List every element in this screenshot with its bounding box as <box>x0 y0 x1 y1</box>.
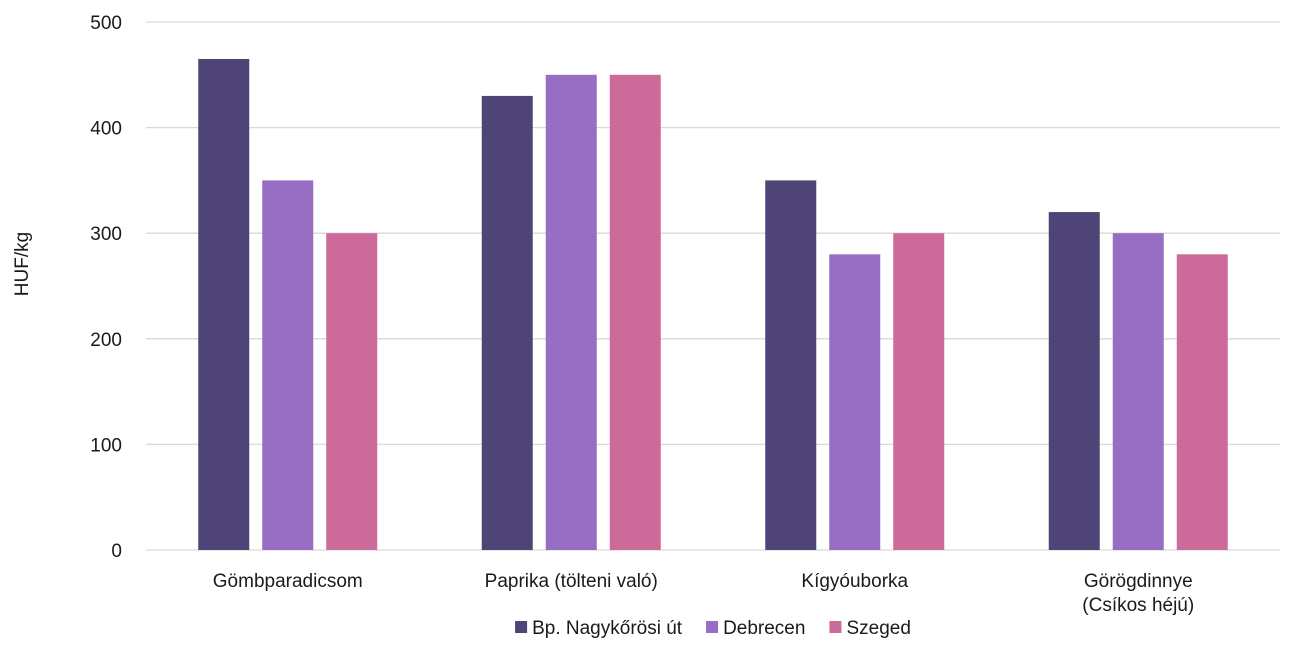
y-tick-label: 0 <box>111 541 122 562</box>
bar-3-1 <box>326 233 378 550</box>
x-category-label: Görögdinnye <box>1084 571 1193 592</box>
y-tick-label: 100 <box>90 435 122 456</box>
bar-3-2 <box>609 74 661 551</box>
legend-label: Debrecen <box>723 618 805 639</box>
legend-swatch <box>706 621 719 633</box>
legend-swatch <box>829 621 842 633</box>
bar-1-3 <box>765 180 817 550</box>
bar-3-4 <box>1176 254 1228 550</box>
y-axis-title: HUF/kg <box>12 232 33 296</box>
bars <box>198 58 1228 551</box>
bar-1-1 <box>198 58 250 551</box>
x-category-label: Kígyóuborka <box>801 571 908 592</box>
y-tick-label: 300 <box>90 224 122 245</box>
bar-1-4 <box>1048 212 1100 550</box>
legend: Bp. Nagykőrösi út Debrecen Szeged <box>515 618 911 639</box>
bar-2-1 <box>262 180 314 550</box>
bar-3-3 <box>893 233 945 550</box>
legend-swatch <box>515 621 528 633</box>
bar-1-2 <box>481 95 533 551</box>
y-tick-label: 500 <box>90 13 122 34</box>
y-tick-label: 200 <box>90 330 122 351</box>
x-axis-categories: Gömbparadicsom Paprika (tölteni való) Kígy… <box>213 571 1194 616</box>
bar-2-2 <box>545 74 597 551</box>
gridlines <box>146 21 1280 551</box>
x-category-label: (Csíkos héjú) <box>1082 595 1194 616</box>
x-category-label: Paprika (tölteni való) <box>485 571 658 592</box>
legend-label: Szeged <box>846 618 910 639</box>
legend-label: Bp. Nagykőrösi út <box>532 618 683 639</box>
bar-2-3 <box>829 254 881 550</box>
bar-2-4 <box>1112 233 1164 550</box>
y-tick-label: 400 <box>90 119 122 140</box>
x-category-label: Gömbparadicsom <box>213 571 363 592</box>
y-axis-ticks: 0 100 200 300 400 500 <box>90 13 122 562</box>
